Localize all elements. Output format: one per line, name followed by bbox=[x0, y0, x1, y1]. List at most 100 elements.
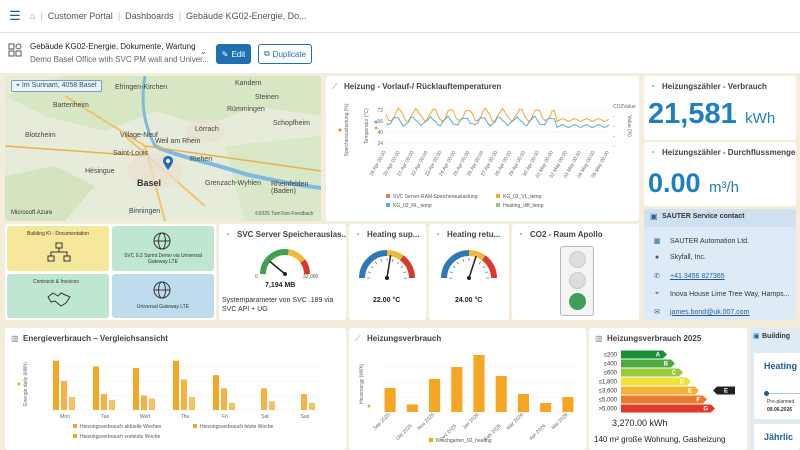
heating-bar[interactable] bbox=[429, 379, 441, 412]
energy-class-bar bbox=[621, 368, 683, 377]
breadcrumb-item-portal[interactable]: Customer Portal bbox=[47, 11, 113, 21]
heating-bar[interactable] bbox=[384, 388, 396, 412]
home-icon[interactable]: ⌂ bbox=[30, 11, 36, 21]
map-pin-icon[interactable] bbox=[163, 156, 173, 170]
tile-sprint-demo[interactable]: SVC 9.2 Sprint Demo via Universal Gatewa… bbox=[112, 226, 214, 271]
heating-bar[interactable] bbox=[562, 397, 574, 412]
energy-bar[interactable] bbox=[141, 395, 147, 411]
building-card-icon: ▣ bbox=[753, 333, 760, 340]
gauge-segment bbox=[300, 259, 310, 275]
energy-bar[interactable] bbox=[269, 401, 275, 410]
legend-label[interactable]: Heating_diff_temp bbox=[503, 203, 544, 209]
energy-class-bar bbox=[621, 395, 707, 404]
chart-bar-icon: ▥ bbox=[595, 334, 603, 343]
map-card[interactable]: ⌖ Im Surinam, 4058 Basel Bartenheim Efri… bbox=[5, 76, 321, 221]
energy-class-threshold: ≤1,800 bbox=[599, 380, 618, 386]
map-place-saint-louis: Saint-Louis bbox=[113, 150, 149, 157]
contact-header: ▣ SAUTER Service contact bbox=[644, 209, 796, 227]
tile-contracts[interactable]: Contracts & Invoices bbox=[7, 274, 109, 318]
location-label: ⌖ Im Surinam, 4058 Basel bbox=[11, 80, 102, 92]
tile-documentation[interactable]: Building KI - Documentation bbox=[7, 226, 109, 271]
menu-icon[interactable]: ☰ bbox=[9, 8, 21, 23]
gauge-tick bbox=[485, 271, 489, 274]
map-place-loerrach: Lörrach bbox=[195, 126, 219, 133]
energy-y-axis-label: Energie daily (kWh) bbox=[23, 362, 29, 406]
legend-label[interactable]: SVC Server-RAM Speicherauslastung bbox=[393, 194, 478, 200]
energy-bar[interactable] bbox=[61, 381, 67, 410]
energy-legend-label[interactable]: Heizungsverbrauch letzte Woche bbox=[200, 424, 273, 430]
energy-bar[interactable] bbox=[261, 388, 267, 410]
energy-bar[interactable] bbox=[229, 402, 235, 410]
gauge-icon: ◔ bbox=[518, 230, 523, 239]
svc-server-card: ◔ SVC Server Speicherauslas... 0 32,000 … bbox=[219, 224, 346, 320]
energy-bar[interactable] bbox=[109, 399, 115, 410]
energy-bar[interactable] bbox=[133, 367, 139, 410]
edit-button[interactable]: ✎ Edit bbox=[216, 44, 251, 64]
heating-supply-value: 22.00 °C bbox=[373, 297, 401, 304]
chevron-down-icon[interactable]: ⌄ bbox=[200, 47, 207, 56]
gauge-segment bbox=[468, 250, 486, 261]
heating-legend-label[interactable]: Kirschgarten_02_heating bbox=[436, 438, 492, 444]
tile-gateway[interactable]: Universal Gateway LTE bbox=[112, 274, 214, 318]
map-canvas[interactable] bbox=[5, 76, 321, 221]
flow-value-row: 0.00 m³/h bbox=[648, 168, 739, 199]
energy-bar[interactable] bbox=[181, 379, 187, 410]
flow-title: Heizungszähler - Durchflussmenge bbox=[662, 148, 796, 157]
building-item-heating[interactable]: Heating Pre-planned 09.06.2026 bbox=[754, 353, 800, 419]
heating-bar[interactable] bbox=[473, 355, 485, 412]
series-vl-temp[interactable] bbox=[385, 107, 610, 124]
duplicate-button[interactable]: ⧉ Duplicate bbox=[258, 44, 312, 64]
contact-title: SAUTER Service contact bbox=[662, 213, 745, 220]
energy-class-bar bbox=[621, 386, 699, 395]
energy-bar[interactable] bbox=[213, 375, 219, 410]
legend-label[interactable]: KG_02_VL_temp bbox=[503, 194, 542, 200]
flow-card: ◔ Heizungszähler - Durchflussmenge 0.00 … bbox=[644, 142, 796, 206]
heating-bar[interactable] bbox=[517, 394, 529, 412]
energy-x-tick-label: Sat bbox=[261, 414, 269, 420]
heating-bar[interactable] bbox=[495, 376, 507, 412]
energy-bar[interactable] bbox=[221, 388, 227, 410]
breadcrumb-item-dashboards[interactable]: Dashboards bbox=[125, 11, 174, 21]
contact-email[interactable]: james.bond@uk.007.com bbox=[670, 308, 750, 316]
heating-bar[interactable] bbox=[540, 403, 552, 412]
building-item-annual[interactable]: Jährlic bbox=[754, 424, 800, 450]
energy-class-bar bbox=[621, 377, 691, 386]
series-rl-temp[interactable] bbox=[385, 115, 610, 129]
energy-bar[interactable] bbox=[149, 398, 155, 410]
gauge-icon: ◔ bbox=[650, 148, 655, 157]
temperature-chart[interactable]: Speicherauslastung (%) Temperatur (°C) Val… bbox=[326, 94, 639, 221]
chart-line-icon: ⟋ bbox=[332, 82, 338, 91]
temperature-chart-title: Heizung - Vorlauf-/ Rücklauftemperaturen bbox=[344, 82, 502, 91]
map-pin-small-icon: ⌖ bbox=[16, 82, 20, 89]
energy-bar[interactable] bbox=[189, 396, 195, 410]
gauge-tick bbox=[396, 261, 399, 265]
energy-bar[interactable] bbox=[309, 402, 315, 410]
energy-bar[interactable] bbox=[173, 360, 179, 410]
energy-bar[interactable] bbox=[69, 396, 75, 410]
energy-chart[interactable]: Energie daily (kWh) Mon Tue Wed Thu Fri Sat Sun… bbox=[5, 344, 346, 450]
y-tick-label: 72 bbox=[377, 108, 383, 114]
consumption-card: ◔ Heizungszähler - Verbrauch 21,581 kWh bbox=[644, 76, 796, 140]
y-mid-axis-label: Temperatur (°C) bbox=[364, 108, 370, 144]
heating-bar[interactable] bbox=[451, 367, 463, 412]
energy-class-threshold: ≤600 bbox=[604, 371, 618, 377]
energy-legend-label[interactable]: Heizungsverbrauch vorletzte Woche bbox=[80, 434, 160, 440]
contact-phone-row[interactable]: ✆ +41 3456 827365 bbox=[652, 272, 725, 281]
dashboard-title: Gebäude KG02-Energie, Dokumente, Wartung bbox=[30, 42, 196, 51]
energy-bar[interactable] bbox=[93, 366, 99, 411]
heating-2025-value: 3,270.00 kWh bbox=[612, 418, 668, 428]
legend-swatch bbox=[496, 203, 500, 207]
energy-class-bar bbox=[621, 350, 667, 359]
svc-gauge-max: 32,000 bbox=[303, 274, 319, 280]
heating-bar[interactable] bbox=[406, 404, 418, 413]
energy-class-marker-letter: E bbox=[724, 389, 728, 395]
contact-phone[interactable]: +41 3456 827365 bbox=[670, 272, 725, 280]
heating-2025-card: ▥ Heizungsverbrauch 2025 ≤200 A ≤400 B ≤600 C… bbox=[589, 328, 747, 450]
energy-legend-label[interactable]: Heizungsverbrauch aktuelle Wochen bbox=[80, 424, 162, 430]
legend-label[interactable]: KG_02_RL_temp bbox=[393, 203, 432, 209]
energy-bar[interactable] bbox=[101, 394, 107, 410]
energy-bar[interactable] bbox=[53, 360, 59, 410]
contact-email-row[interactable]: ✉ james.bond@uk.007.com bbox=[652, 308, 750, 317]
energy-bar[interactable] bbox=[301, 394, 307, 410]
